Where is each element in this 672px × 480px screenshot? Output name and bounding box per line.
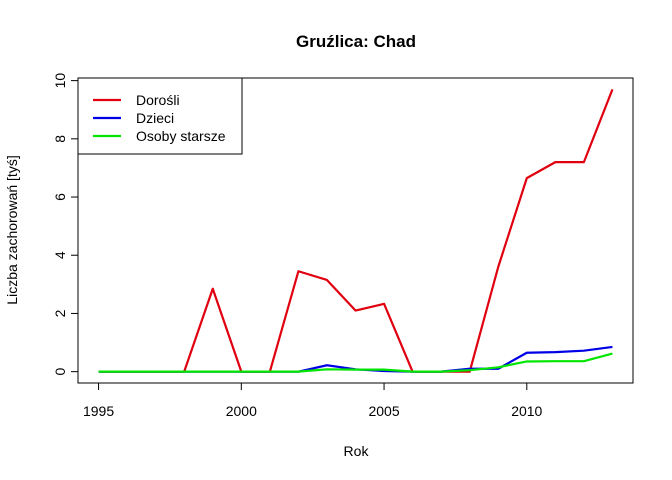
x-axis-label: Rok bbox=[344, 443, 370, 459]
legend-label: Dzieci bbox=[136, 110, 174, 126]
legend: Dorośli Dzieci Osoby starsze bbox=[77, 77, 243, 155]
y-axis: 0 2 4 6 8 10 bbox=[52, 73, 79, 376]
y-tick-label: 10 bbox=[52, 73, 68, 89]
series-line bbox=[98, 345, 613, 373]
x-tick-label: 2000 bbox=[226, 403, 257, 419]
series-line bbox=[98, 352, 613, 373]
y-tick-label: 0 bbox=[52, 368, 68, 376]
y-tick-label: 2 bbox=[52, 309, 68, 317]
chart-title: Gruźlica: Chad bbox=[296, 32, 416, 51]
y-tick-label: 4 bbox=[52, 251, 68, 259]
legend-label: Dorośli bbox=[136, 92, 180, 108]
y-axis-label: Liczba zachorowań [tyś] bbox=[4, 155, 20, 304]
y-tick-label: 8 bbox=[52, 135, 68, 143]
y-tick-label: 6 bbox=[52, 193, 68, 201]
legend-box bbox=[77, 77, 243, 155]
series-layer bbox=[98, 88, 614, 373]
x-tick-label: 2010 bbox=[511, 403, 542, 419]
legend-label: Osoby starsze bbox=[136, 128, 226, 144]
x-tick-label: 2005 bbox=[368, 403, 399, 419]
x-tick-label: 1995 bbox=[83, 403, 114, 419]
x-axis: 1995 2000 2005 2010 bbox=[83, 382, 543, 419]
